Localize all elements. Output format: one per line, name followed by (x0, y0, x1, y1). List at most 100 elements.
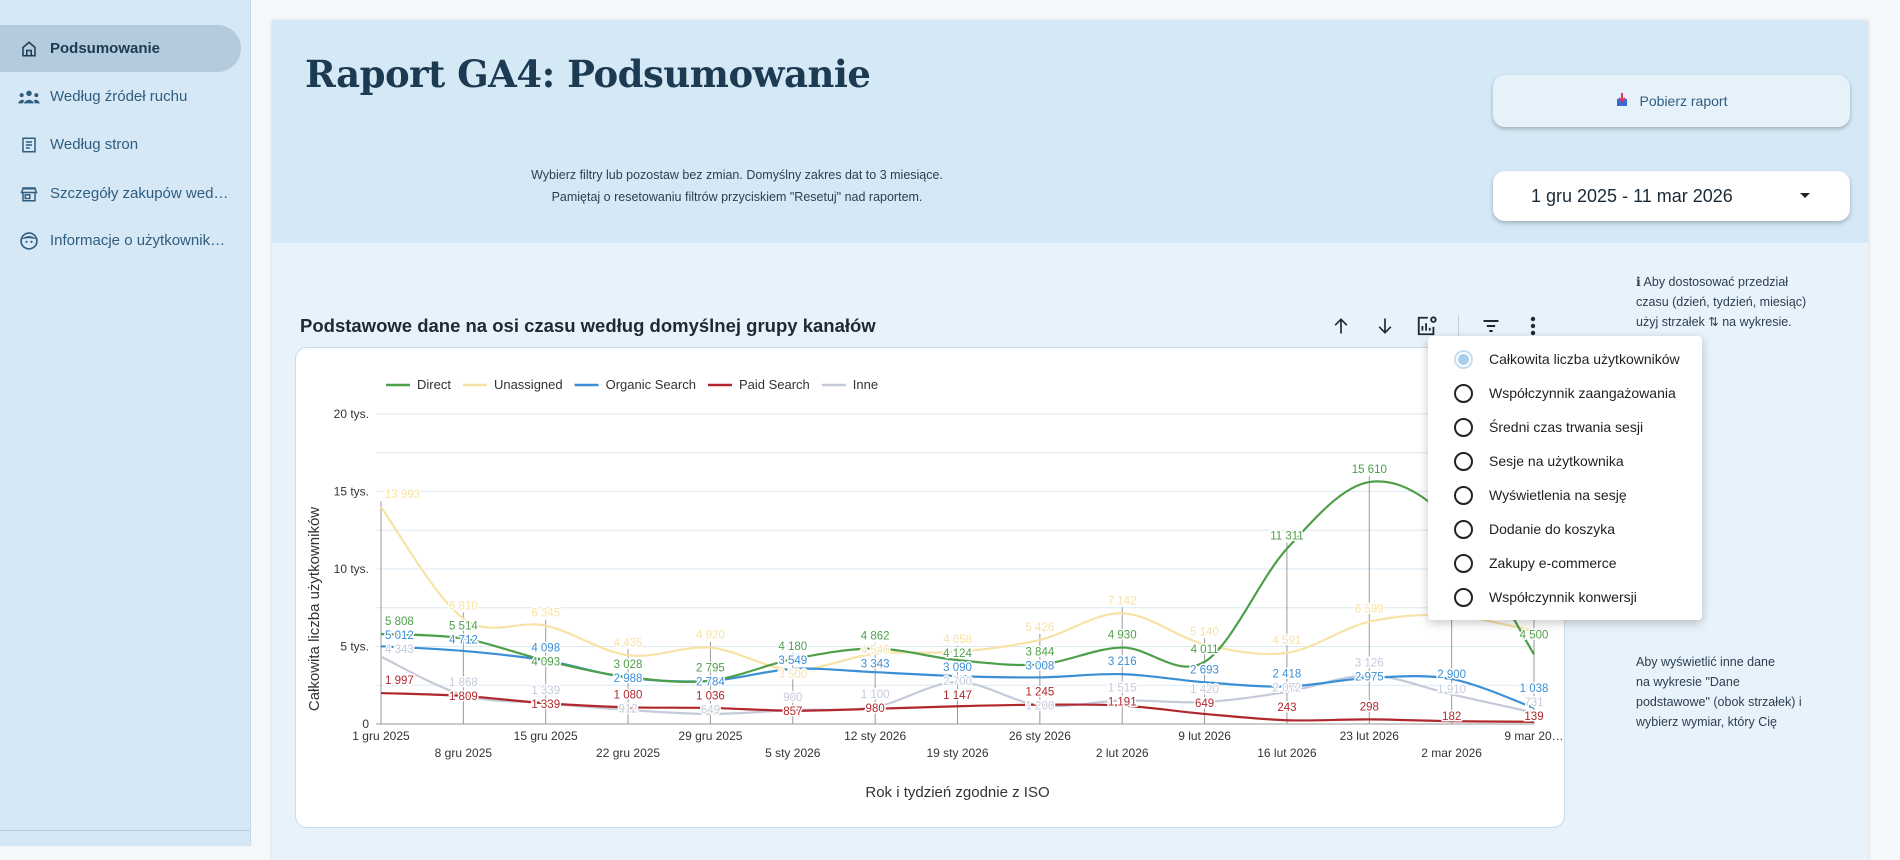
x-tick-label: 1 gru 2025 (352, 729, 410, 743)
legend-item: Unassigned (494, 377, 563, 392)
filter-button[interactable] (1477, 314, 1505, 342)
metric-menu: Całkowita liczba użytkowników Współczynni… (1428, 336, 1702, 620)
series-line-paid-search (380, 691, 1535, 723)
data-label: 649 (701, 705, 720, 717)
chart-settings-button[interactable] (1413, 314, 1441, 342)
x-axis-title: Rok i tydzień zgodnie z ISO (865, 784, 1049, 801)
radio-button[interactable] (1454, 451, 1473, 471)
sidebar-item-label: Informacje o użytkownik… (50, 232, 226, 249)
y-tick-label: 0 (362, 717, 369, 731)
data-label: 1 515 (1108, 683, 1137, 695)
metric-option[interactable]: Całkowita liczba użytkowników (1428, 342, 1702, 376)
info-line: podstawowe" (obok strzałek) i (1636, 695, 1802, 709)
metric-option[interactable]: Współczynnik konwersji (1428, 580, 1702, 614)
metric-option[interactable]: Dodanie do koszyka (1428, 512, 1702, 546)
legend-item: Organic Search (606, 377, 696, 392)
data-label: 1 245 (1025, 687, 1054, 699)
x-tick-label: 16 lut 2026 (1257, 746, 1317, 760)
x-tick-label: 19 sty 2026 (926, 746, 988, 760)
radio-button[interactable] (1454, 383, 1473, 403)
data-label: 6 599 (1355, 604, 1384, 616)
legend-item: Paid Search (739, 377, 810, 392)
info-line (1636, 632, 1802, 652)
metric-option[interactable]: Zakupy e-commerce (1428, 546, 1702, 580)
sidebar-item-traffic-sources[interactable]: Według źródeł ruchu (0, 73, 241, 120)
info-note-continued: Aby wyświetlić inne dane na wykresie "Da… (1636, 632, 1802, 732)
metric-option[interactable]: Wyświetlenia na sesję (1428, 478, 1702, 512)
report-header: Raport GA4: Podsumowanie Wybierz filtry … (272, 20, 1868, 243)
legend-item: Inne (853, 377, 878, 392)
series-line-direct (380, 480, 1535, 683)
groups-icon (18, 86, 40, 108)
more-options-button[interactable] (1519, 314, 1547, 342)
metric-option[interactable]: Sesje na użytkownika (1428, 444, 1702, 478)
y-tick-label: 20 tys. (334, 407, 369, 421)
data-label: 1 809 (449, 691, 478, 703)
data-label: 2 988 (614, 673, 643, 685)
data-label: 1 910 (1437, 684, 1466, 696)
sidebar-item-pages[interactable]: Według stron (0, 121, 241, 168)
data-label: 3 090 (943, 662, 972, 674)
drill-down-button[interactable] (1371, 314, 1399, 342)
drill-up-button[interactable] (1327, 314, 1355, 342)
metric-option[interactable]: Średni czas trwania sesji (1428, 410, 1702, 444)
data-label: 3 500 (778, 669, 807, 681)
sidebar-item-label: Podsumowanie (50, 40, 161, 57)
data-label: 1 339 (531, 685, 560, 697)
data-label: 4 930 (1108, 630, 1137, 642)
data-label: 3 216 (1108, 656, 1137, 668)
chart-settings-icon (1416, 315, 1438, 342)
info-line: użyj strzałek ⇅ na wykresie. (1636, 315, 1792, 329)
data-label: 4 862 (861, 631, 890, 643)
timeline-chart[interactable]: 0 5 tys. 10 tys. 15 tys. 20 tys. Całkowita li… (296, 348, 1566, 829)
page-title: Raport GA4: Podsumowanie (305, 52, 871, 96)
sidebar-item-users[interactable]: Informacje o użytkownik… (0, 217, 241, 264)
x-tick-label: 26 sty 2026 (1009, 729, 1071, 743)
date-range-select[interactable]: 1 gru 2025 - 11 mar 2026 (1493, 171, 1850, 221)
x-tick-label: 15 gru 2025 (514, 729, 578, 743)
instruction-line: Wybierz filtry lub pozostaw bez zmian. D… (531, 168, 943, 182)
more-vert-icon (1530, 316, 1536, 341)
metric-option-label: Współczynnik zaangażowania (1489, 385, 1676, 401)
info-note: ℹ Aby dostosować przedział czasu (dzień,… (1636, 272, 1806, 332)
date-range-value: 1 gru 2025 - 11 mar 2026 (1531, 185, 1733, 206)
data-label: 5 426 (1025, 622, 1054, 634)
data-label: 3 126 (1355, 658, 1384, 670)
series-line-unassigned (380, 506, 1535, 671)
download-report-button[interactable]: Pobierz raport (1493, 75, 1850, 127)
data-label: 4 540 (861, 645, 890, 657)
dropdown-caret-icon (1800, 193, 1810, 198)
data-label: 11 311 (1270, 531, 1303, 543)
radio-button[interactable] (1454, 553, 1473, 573)
arrow-up-icon (1331, 316, 1351, 341)
toolbar-divider (1458, 315, 1459, 343)
data-label: 243 (1277, 702, 1296, 714)
data-label: 3 549 (778, 655, 807, 667)
data-label: 1 080 (614, 689, 643, 701)
section-title: Podstawowe dane na osi czasu według domy… (300, 315, 876, 336)
data-label: 2 784 (696, 677, 725, 689)
radio-button[interactable] (1454, 485, 1473, 505)
data-label: 5 140 (1190, 626, 1219, 638)
data-label: 2 418 (1273, 669, 1302, 681)
sidebar-item-label: Szczegóły zakupów wed… (50, 185, 229, 202)
radio-button[interactable] (1454, 519, 1473, 539)
radio-button[interactable] (1454, 349, 1473, 369)
data-label: 4 343 (385, 644, 414, 656)
data-label: 2 700 (943, 676, 972, 688)
sidebar-item-purchases[interactable]: Szczegóły zakupów wed… (0, 170, 241, 217)
data-label: 649 (1195, 698, 1214, 710)
download-icon (1616, 92, 1628, 110)
x-tick-label: 2 lut 2026 (1096, 746, 1149, 760)
data-label: 1 191 (1108, 697, 1137, 709)
radio-button[interactable] (1454, 587, 1473, 607)
data-label: 298 (1360, 701, 1379, 713)
sidebar-item-podsumowanie[interactable]: Podsumowanie (0, 25, 241, 72)
metric-option[interactable]: Współczynnik zaangażowania (1428, 376, 1702, 410)
data-label: 3 844 (1025, 646, 1054, 658)
x-tick-label: 22 gru 2025 (596, 746, 660, 760)
sidebar-item-label: Według stron (50, 136, 139, 153)
data-label: 980 (866, 703, 885, 715)
radio-button[interactable] (1454, 417, 1473, 437)
data-label: 1 036 (696, 691, 725, 703)
